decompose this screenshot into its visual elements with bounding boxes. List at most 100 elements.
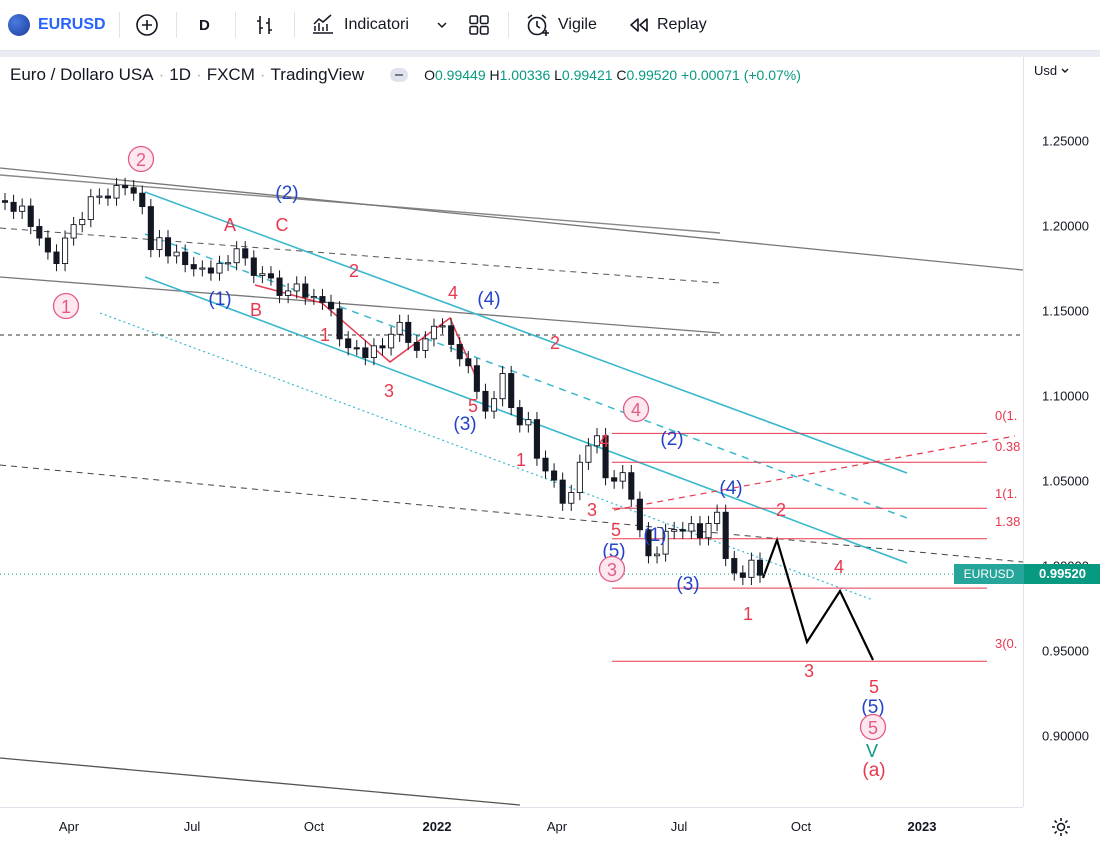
fib-level-label: 1(1.	[995, 486, 1017, 501]
candle-body	[482, 390, 489, 412]
candle-body	[36, 226, 43, 239]
ohlc-values: O0.99449 H1.00336 L0.99421 C0.99520 +0.0…	[424, 67, 801, 83]
time-tick-label: Apr	[546, 819, 568, 834]
candle-body	[533, 419, 540, 459]
candle-body	[439, 325, 446, 328]
alert-button[interactable]: Vigile	[524, 0, 597, 50]
channel-midline	[0, 227, 721, 284]
templates-dropdown[interactable]	[436, 0, 448, 50]
top-toolbar: EURUSD D Indicatori Vigile Replay	[0, 0, 1100, 51]
wave-label: 4	[834, 557, 844, 577]
wave-label: (1)	[643, 525, 666, 546]
divider	[119, 12, 120, 38]
candle-body	[293, 283, 300, 292]
currency-dropdown[interactable]: Usd	[1034, 63, 1070, 78]
candle-body	[645, 529, 652, 557]
candle-body	[370, 345, 377, 359]
rewind-icon	[630, 18, 648, 32]
candle-body	[396, 321, 403, 335]
candle-body	[508, 373, 515, 408]
price-tick-label: 0.95000	[1042, 643, 1089, 659]
candle-body	[62, 237, 69, 265]
wave-label: V	[866, 741, 878, 761]
candle-body	[671, 529, 678, 532]
wave-path	[254, 284, 476, 376]
wave-label-circle	[622, 395, 650, 423]
time-axis[interactable]: Apr Jul Oct 2022 Apr Jul Oct 2023	[0, 807, 1070, 848]
bars-icon	[257, 16, 272, 34]
candle-body	[336, 308, 343, 340]
chart-type-button[interactable]	[254, 0, 276, 50]
candle-body	[327, 301, 335, 310]
candle-body	[388, 333, 395, 349]
chevron-down-icon	[437, 22, 447, 29]
wave-label-circle	[598, 555, 626, 583]
candle-body	[739, 572, 746, 578]
candle-body	[379, 345, 386, 349]
candle-body	[164, 237, 172, 257]
candle-body	[302, 283, 309, 298]
time-tick-label: Oct	[790, 819, 812, 834]
fib-level-label: 1.38	[995, 514, 1020, 529]
price-axis[interactable]: Usd 1.25000 1.20000 1.15000 1.10000 1.05000 1…	[954, 57, 1100, 807]
wave-label-circle	[52, 292, 80, 320]
candle-body	[679, 529, 686, 532]
candle-body	[70, 224, 77, 239]
candle-body	[705, 523, 712, 539]
replay-label: Replay	[657, 16, 707, 33]
wave-label: (5)	[861, 697, 884, 718]
last-price-symbol: EURUSD	[954, 564, 1024, 585]
candle-body	[267, 273, 275, 279]
fib-level-label: 0(1.	[995, 408, 1017, 423]
layout-button[interactable]	[467, 0, 491, 50]
wave-label: 5	[869, 677, 879, 697]
candle-body	[130, 187, 137, 194]
cyan-channel-line	[144, 191, 908, 474]
candle-body	[276, 277, 283, 296]
wave-label-circle	[859, 713, 887, 741]
wave-label: 3	[384, 381, 394, 401]
candle-body	[87, 196, 94, 220]
candle-body	[525, 419, 532, 426]
time-tick-label: Jul	[183, 819, 201, 834]
wave-label: 5	[611, 520, 621, 540]
candle-body	[593, 435, 601, 447]
wave-label: (4)	[719, 478, 742, 499]
wave-label: 3	[804, 661, 814, 681]
settings-button[interactable]	[1050, 816, 1072, 843]
candle-body	[448, 325, 455, 345]
hide-legend-toggle[interactable]	[390, 68, 409, 82]
toolbar-shadow	[0, 51, 1100, 57]
candle-body	[53, 251, 60, 265]
wave-label: (1)	[208, 289, 231, 310]
indicators-button[interactable]: Indicatori	[310, 0, 409, 50]
replay-button[interactable]: Replay	[627, 0, 707, 50]
candle-body	[242, 248, 249, 259]
candle-body	[628, 472, 635, 500]
alarm-clock-icon	[527, 14, 549, 36]
candle-body	[147, 206, 154, 251]
fib-dashed-line	[613, 435, 1016, 511]
wave-label: (4)	[477, 289, 500, 310]
price-tick-label: 1.20000	[1042, 218, 1089, 234]
wave-label: 3	[607, 560, 617, 580]
candle-body	[353, 347, 360, 350]
candle-body	[259, 273, 266, 276]
symbol-search-button[interactable]: EURUSD	[8, 0, 106, 50]
wave-label: 3	[587, 500, 597, 520]
candle-body	[653, 553, 661, 557]
compare-button[interactable]	[134, 0, 160, 50]
candle-body	[499, 373, 506, 400]
wave-label-circle	[127, 145, 155, 173]
legend-title: Euro / Dollaro USA	[10, 65, 154, 84]
candle-body	[602, 435, 609, 479]
candle-body	[345, 338, 352, 349]
candle-body	[27, 205, 34, 227]
indicators-label: Indicatori	[344, 16, 409, 33]
candle-body	[714, 511, 721, 524]
interval-label: D	[199, 16, 210, 34]
interval-button[interactable]: D	[199, 0, 210, 50]
candle-body	[199, 267, 206, 270]
wave-label: 1	[61, 297, 71, 317]
